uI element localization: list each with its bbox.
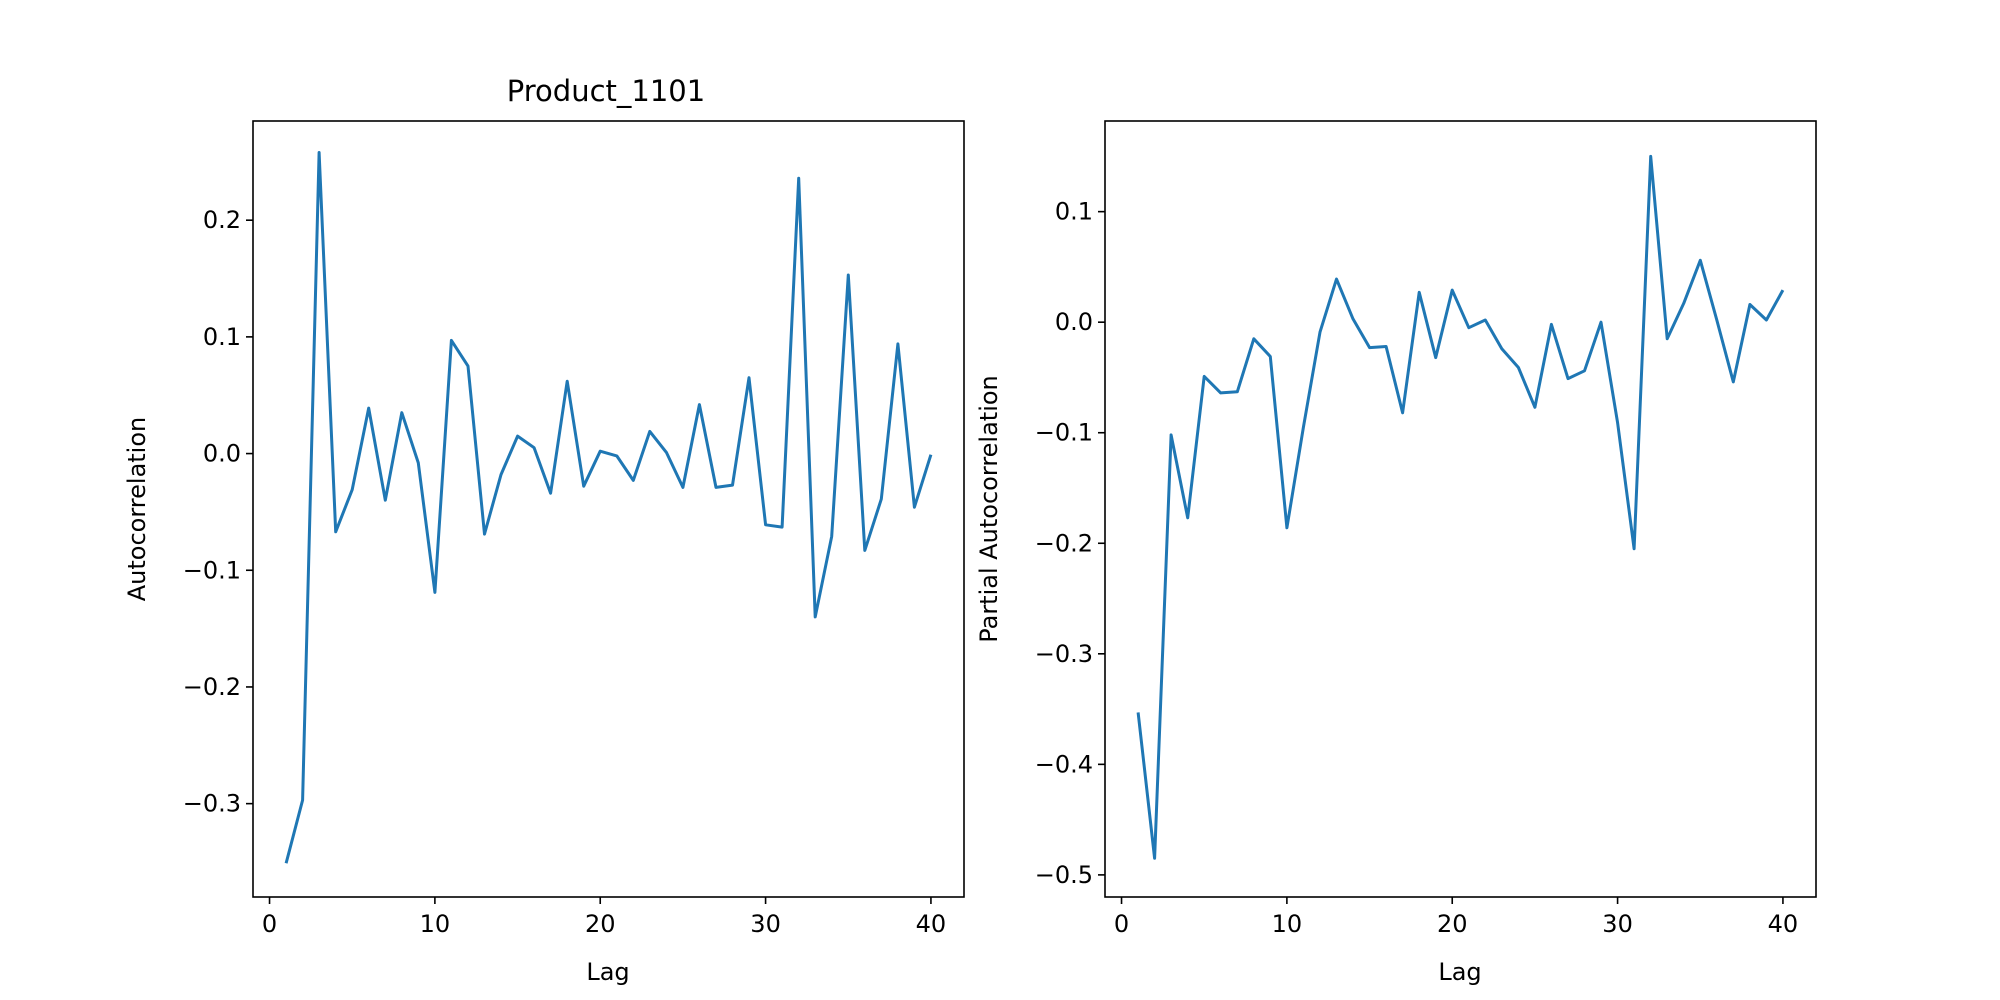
acf-x-tick-label: 20 bbox=[585, 910, 616, 938]
acf-title: Product_1101 bbox=[507, 74, 705, 108]
acf-panel: Product_1101 0 10 20 30 40 0.2 0.1 0.0 −0.1 −0.2 −… bbox=[123, 74, 965, 986]
pacf-y-axis-label: Partial Autocorrelation bbox=[975, 375, 1003, 643]
pacf-y-tick-label: −0.5 bbox=[1035, 861, 1093, 889]
pacf-x-tick-label: 10 bbox=[1272, 910, 1303, 938]
acf-y-tick-label: 0.2 bbox=[203, 206, 241, 234]
pacf-panel: 0 10 20 30 400.10.0−0.1−0.2−0.3−0.4−0.5 Lag … bbox=[975, 120, 1817, 986]
pacf-y-tick-label: −0.4 bbox=[1035, 750, 1093, 778]
acf-ticks: 0 10 20 30 40 0.2 0.1 0.0 −0.1 −0.2 −0.3 bbox=[183, 206, 946, 938]
pacf-x-tick-label: 20 bbox=[1437, 910, 1468, 938]
acf-x-tick-label: 0 bbox=[262, 910, 277, 938]
pacf-plot-frame bbox=[1104, 120, 1817, 898]
acf-x-tick-label: 30 bbox=[750, 910, 781, 938]
pacf-y-tick-label: −0.2 bbox=[1035, 529, 1093, 557]
acf-x-axis-label: Lag bbox=[586, 958, 629, 986]
acf-x-tick-label: 10 bbox=[420, 910, 451, 938]
pacf-x-tick-label: 40 bbox=[1768, 910, 1799, 938]
pacf-x-tick-label: 30 bbox=[1602, 910, 1633, 938]
acf-y-tick-label: −0.3 bbox=[183, 790, 241, 818]
pacf-x-tick-label: 0 bbox=[1114, 910, 1129, 938]
acf-y-tick-label: 0.0 bbox=[203, 440, 241, 468]
pacf-y-tick-label: −0.3 bbox=[1035, 640, 1093, 668]
pacf-series-line bbox=[1136, 154, 1785, 860]
pacf-y-tick-label: −0.1 bbox=[1035, 419, 1093, 447]
acf-y-tick-label: −0.1 bbox=[183, 556, 241, 584]
pacf-x-axis-label: Lag bbox=[1438, 958, 1481, 986]
acf-y-tick-label: −0.2 bbox=[183, 673, 241, 701]
pacf-y-tick-label: 0.1 bbox=[1055, 198, 1093, 226]
acf-plot-frame bbox=[252, 120, 965, 898]
pacf-y-tick-label: 0.0 bbox=[1055, 308, 1093, 336]
acf-x-tick-label: 40 bbox=[916, 910, 947, 938]
pacf-ticks: 0 10 20 30 40 0.1 0.0 −0.1 −0.2 −0.3 −0.4 −0.5 bbox=[1035, 198, 1798, 938]
acf-y-tick-label: 0.1 bbox=[203, 323, 241, 351]
acf-series-line bbox=[284, 151, 933, 864]
acf-y-axis-label: Autocorrelation bbox=[123, 417, 151, 602]
